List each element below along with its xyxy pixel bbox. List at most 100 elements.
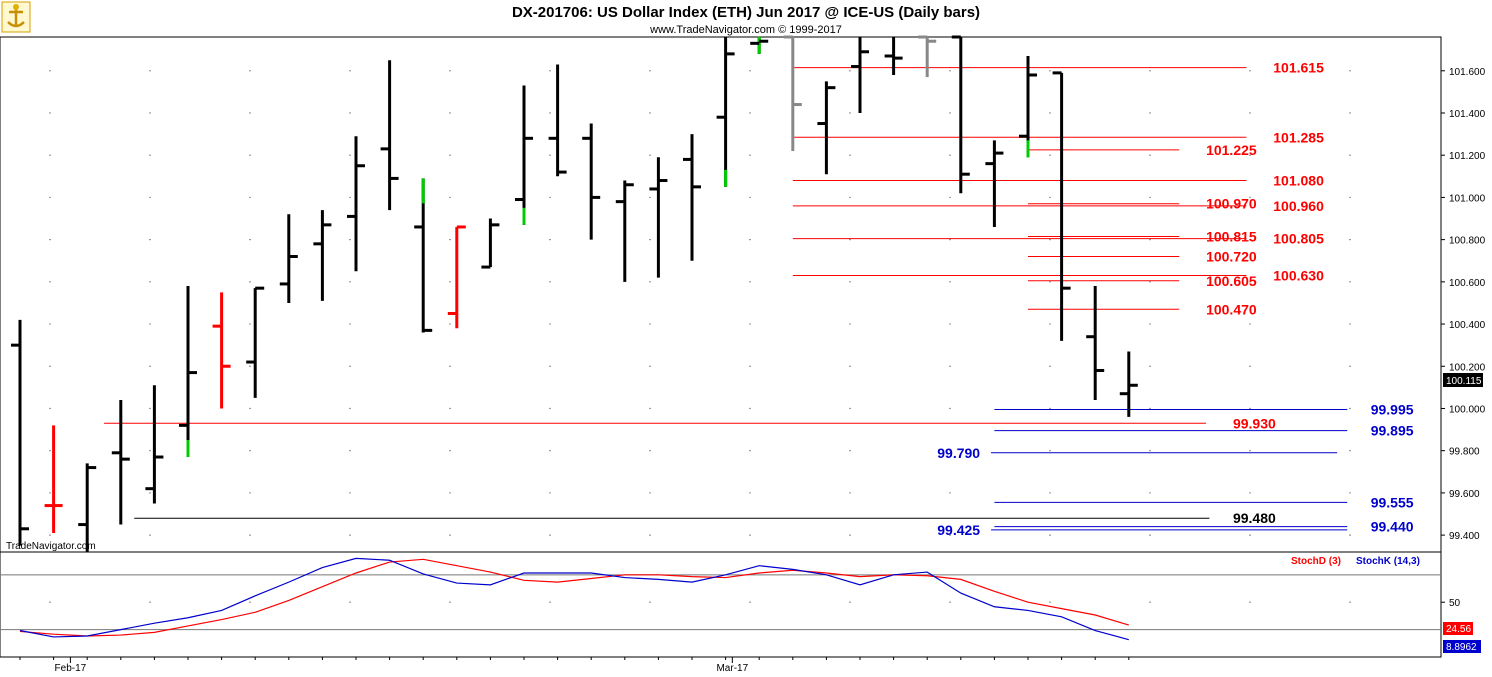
ohlc-bar xyxy=(750,36,769,54)
grid-dot xyxy=(649,365,651,367)
grid-dot xyxy=(749,534,751,536)
level-label: 101.225 xyxy=(1206,142,1257,158)
grid-dot xyxy=(149,70,151,72)
grid-dot xyxy=(249,449,251,452)
grid-dot xyxy=(349,534,351,536)
grid-dot xyxy=(349,154,351,156)
level-label: 99.480 xyxy=(1233,510,1276,526)
y-tick-label: 99.400 xyxy=(1449,531,1480,542)
grid-dot xyxy=(749,365,751,367)
grid-dot xyxy=(549,492,551,494)
level-label: 99.440 xyxy=(1371,519,1414,535)
grid-dot xyxy=(649,407,651,410)
stochk-line xyxy=(19,557,1129,641)
grid-dot xyxy=(949,449,951,452)
ohlc-bar xyxy=(615,180,634,282)
grid-dot xyxy=(349,449,351,452)
grid-dot xyxy=(549,365,551,367)
grid-dot xyxy=(549,407,551,410)
grid-dot xyxy=(1049,534,1051,536)
grid-dot xyxy=(1049,281,1051,283)
grid-dot xyxy=(449,112,451,114)
ohlc-bar xyxy=(918,35,937,78)
ohlc-bar xyxy=(1052,71,1071,341)
y-tick-label: 101.400 xyxy=(1449,109,1486,120)
grid-dot xyxy=(149,492,151,494)
stochd-line xyxy=(19,558,1129,637)
y-tick-label: 100.800 xyxy=(1449,236,1486,247)
grid-dot xyxy=(1249,492,1251,494)
grid-dot xyxy=(1249,196,1251,199)
grid-dot xyxy=(1149,112,1151,114)
grid-dot xyxy=(549,154,551,156)
grid-dot xyxy=(49,281,51,283)
grid-dot xyxy=(1349,534,1351,536)
grid-dot xyxy=(449,534,451,536)
price-panel xyxy=(0,36,1442,553)
ohlc-bar xyxy=(548,64,567,177)
grid-dot xyxy=(749,407,751,410)
ohlc-bar xyxy=(1019,55,1037,158)
grid-dot xyxy=(1249,534,1251,536)
grid-dot xyxy=(449,601,451,603)
grid-dot xyxy=(1349,492,1351,494)
indicator-tick-label: 50 xyxy=(1449,598,1461,609)
grid-dot xyxy=(649,112,651,114)
grid-dot xyxy=(149,154,151,156)
grid-dot xyxy=(1149,281,1151,283)
grid-dot xyxy=(649,323,651,325)
ohlc-bar xyxy=(649,157,668,278)
ohlc-bar xyxy=(951,35,970,194)
level-label: 99.425 xyxy=(937,522,980,538)
ohlc-bar xyxy=(145,385,164,504)
grid-dot xyxy=(449,492,451,494)
grid-dot xyxy=(849,323,851,325)
grid-dot xyxy=(1149,407,1151,410)
grid-dot xyxy=(849,281,851,283)
grid-dot xyxy=(849,365,851,367)
grid-dot xyxy=(449,449,451,452)
grid-dot xyxy=(249,281,251,283)
grid-dot xyxy=(949,601,951,603)
grid-dot xyxy=(549,112,551,114)
grid-dot xyxy=(1249,449,1251,452)
grid-dot xyxy=(1249,407,1251,410)
grid-dot xyxy=(49,365,51,367)
grid-dot xyxy=(1049,407,1051,410)
grid-dot xyxy=(649,534,651,536)
grid-dot xyxy=(549,281,551,283)
grid-dot xyxy=(249,407,251,410)
indicator-lines xyxy=(19,557,1129,641)
grid-dot xyxy=(349,323,351,325)
grid-dot xyxy=(349,112,351,114)
last-price-label: 100.115 xyxy=(1446,376,1482,387)
grid-dot xyxy=(549,601,551,603)
grid-dot xyxy=(1249,238,1251,241)
grid-dot xyxy=(49,154,51,156)
x-tick-label: Feb-17 xyxy=(55,663,87,674)
logo-icon xyxy=(1,1,31,33)
grid-dot xyxy=(1049,70,1051,72)
grid-dot xyxy=(249,365,251,367)
grid-dot xyxy=(849,492,851,494)
ohlc-bar xyxy=(313,210,332,301)
ohlc-bar xyxy=(414,178,433,333)
grid-dot xyxy=(1049,449,1051,452)
ohlc-bar xyxy=(851,37,869,113)
grid-dot xyxy=(949,534,951,536)
grid-dot xyxy=(949,112,951,114)
grid-dot xyxy=(249,154,251,156)
grid-dot xyxy=(1249,154,1251,156)
grid-dot xyxy=(1149,323,1151,325)
grid-dot xyxy=(749,196,751,199)
grid-dot xyxy=(249,196,251,199)
level-label: 99.895 xyxy=(1371,423,1414,439)
grid-dot xyxy=(249,70,251,72)
grid-dot xyxy=(449,365,451,367)
grid-dot xyxy=(49,70,51,72)
level-label: 99.995 xyxy=(1371,402,1414,418)
grid-dot xyxy=(449,238,451,241)
grid-dot xyxy=(949,365,951,367)
grid-dot xyxy=(1249,70,1251,72)
ohlc-bar xyxy=(716,37,735,187)
